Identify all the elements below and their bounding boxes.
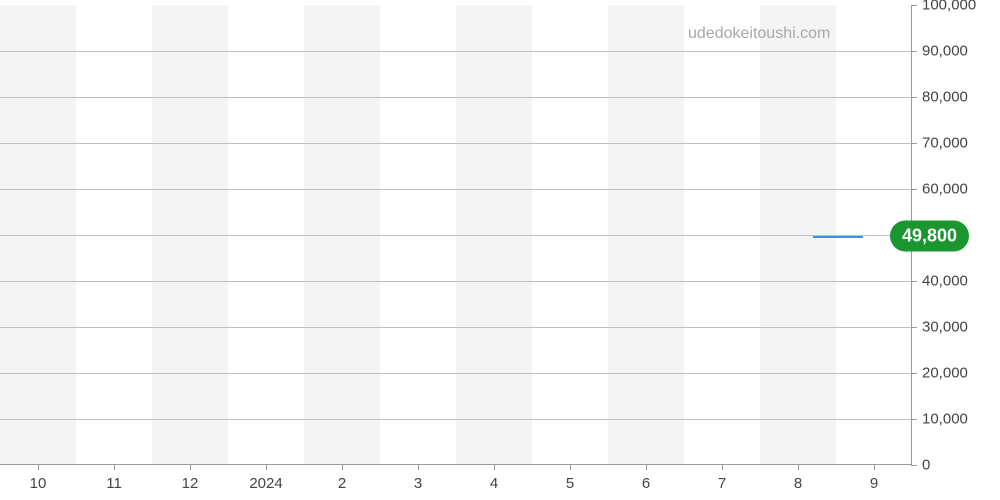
watermark: udedokeitoushi.com [688,25,830,43]
x-axis-label: 3 [414,475,422,492]
gridline-h [0,373,911,374]
gridline-h [0,143,911,144]
x-tick [646,464,647,470]
y-axis-label: 40,000 [922,273,992,290]
y-tick [911,143,917,144]
x-axis-label: 2024 [249,475,282,492]
y-tick [911,373,917,374]
gridline-h [0,327,911,328]
x-tick [190,464,191,470]
price-chart: 010,00020,00030,00040,00050,00060,00070,… [0,0,1000,500]
x-tick [342,464,343,470]
gridline-h [0,51,911,52]
x-tick [38,464,39,470]
y-tick [911,189,917,190]
y-axis-label: 80,000 [922,89,992,106]
x-tick [874,464,875,470]
y-tick [911,327,917,328]
plot-area [0,5,912,465]
gridline-h [0,235,911,236]
x-axis-label: 8 [794,475,802,492]
y-tick [911,97,917,98]
y-axis-label: 100,000 [922,0,992,14]
y-tick [911,5,917,6]
x-axis-label: 5 [566,475,574,492]
x-axis-label: 12 [182,475,199,492]
x-tick [798,464,799,470]
x-axis-label: 9 [870,475,878,492]
x-tick [494,464,495,470]
y-axis-label: 20,000 [922,365,992,382]
x-axis-label: 10 [30,475,47,492]
x-axis-label: 6 [642,475,650,492]
x-tick [266,464,267,470]
y-tick [911,281,917,282]
gridline-h [0,97,911,98]
x-tick [570,464,571,470]
y-tick [911,419,917,420]
y-axis-label: 0 [922,457,992,474]
y-axis-label: 10,000 [922,411,992,428]
x-tick [114,464,115,470]
y-tick [911,51,917,52]
y-axis-label: 30,000 [922,319,992,336]
current-value-badge: 49,800 [890,220,969,251]
gridline-h [0,189,911,190]
y-axis-label: 60,000 [922,181,992,198]
gridline-h [0,419,911,420]
gridline-h [0,281,911,282]
x-tick [418,464,419,470]
y-axis-label: 90,000 [922,43,992,60]
x-axis-label: 7 [718,475,726,492]
x-tick [722,464,723,470]
x-axis-label: 4 [490,475,498,492]
x-axis-label: 11 [106,475,122,492]
price-line [813,236,862,238]
y-tick [911,465,917,466]
x-axis-label: 2 [338,475,346,492]
y-axis-label: 70,000 [922,135,992,152]
